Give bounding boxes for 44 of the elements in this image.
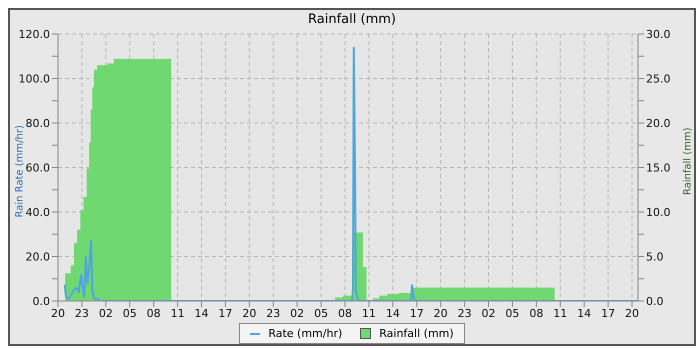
y2-tick-label: 20.0: [646, 116, 670, 130]
y-tick-label: 20.0: [26, 250, 50, 264]
x-tick-label: 14: [194, 306, 209, 320]
y2-axis-title: Rainfall (mm): [682, 127, 694, 196]
x-tick-label: 20: [242, 306, 256, 320]
legend-label: Rate (mm/hr): [267, 327, 342, 340]
x-tick-label: 23: [74, 306, 89, 320]
y-tick-label: 100.0: [18, 72, 50, 86]
x-tick-label: 08: [338, 306, 352, 320]
x-tick-label: 05: [122, 306, 137, 320]
y2-tick-label: 30.0: [646, 28, 670, 41]
x-tick-label: 02: [482, 306, 496, 320]
x-tick-label: 17: [218, 306, 232, 320]
x-tick-label: 17: [601, 306, 616, 320]
x-tick-label: 14: [577, 306, 592, 320]
y-tick-label: 80.0: [26, 116, 50, 130]
x-tick-label: 23: [266, 306, 280, 320]
x-tick-label: 02: [98, 306, 113, 320]
y2-tick-label: 5.0: [646, 250, 664, 264]
x-tick-label: 17: [410, 306, 424, 320]
y2-tick-label: 10.0: [646, 206, 670, 219]
y-tick-label: 120.0: [18, 28, 50, 41]
x-tick-label: 02: [290, 306, 304, 320]
legend-label: Rainfall (mm): [378, 327, 454, 340]
x-tick-label: 08: [529, 306, 544, 320]
x-tick-label: 14: [386, 306, 400, 320]
x-tick-label: 20: [625, 306, 640, 320]
x-tick-label: 05: [314, 306, 328, 320]
y-tick-label: 0.0: [32, 294, 50, 308]
y2-tick-label: 25.0: [646, 72, 670, 86]
x-tick-label: 11: [362, 306, 376, 320]
y2-tick-label: 15.0: [646, 161, 670, 174]
x-tick-label: 23: [458, 306, 472, 320]
x-tick-label: 05: [505, 306, 520, 320]
x-tick-label: 11: [553, 306, 568, 320]
x-tick-label: 11: [170, 306, 185, 320]
y2-tick-label: 0.0: [646, 294, 664, 308]
x-tick-label: 08: [146, 306, 161, 320]
chart-title: Rainfall (mm): [307, 11, 397, 27]
y-tick-label: 60.0: [26, 161, 50, 174]
x-tick-label: 20: [51, 306, 65, 320]
y-axis-title: Rain Rate (mm/hr): [14, 125, 26, 218]
y-tick-label: 40.0: [26, 206, 50, 219]
x-tick-label: 20: [434, 306, 448, 320]
